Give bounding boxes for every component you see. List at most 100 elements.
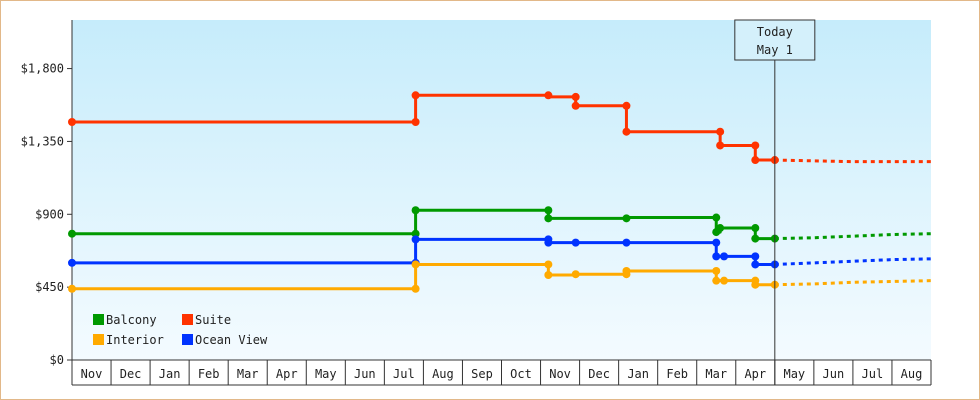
legend-label: Balcony bbox=[106, 313, 157, 327]
legend-label: Interior bbox=[106, 333, 164, 347]
data-point bbox=[68, 229, 76, 238]
data-point bbox=[571, 238, 580, 247]
data-point bbox=[622, 266, 631, 275]
series-forecast-line bbox=[774, 257, 932, 266]
y-tick-label: $1,800 bbox=[21, 62, 64, 76]
y-tick-label: $900 bbox=[35, 207, 64, 221]
data-point bbox=[411, 260, 420, 269]
month-label: May bbox=[783, 367, 805, 381]
legend-swatch bbox=[93, 334, 104, 345]
data-point bbox=[544, 238, 553, 247]
series-ocean bbox=[68, 235, 932, 269]
month-label: Jan bbox=[159, 367, 181, 381]
data-point bbox=[712, 213, 721, 222]
data-point bbox=[716, 141, 725, 150]
legend-item-suite: Suite bbox=[182, 313, 231, 327]
data-point bbox=[411, 284, 420, 293]
data-point bbox=[716, 224, 725, 233]
data-point bbox=[411, 118, 420, 126]
data-point bbox=[751, 156, 760, 165]
data-point bbox=[411, 235, 420, 244]
data-point bbox=[720, 252, 729, 261]
y-tick-label: $1,350 bbox=[21, 134, 64, 148]
month-label: Jul bbox=[393, 367, 415, 381]
data-point bbox=[68, 258, 76, 267]
legend-swatch bbox=[93, 314, 104, 325]
series-line bbox=[72, 93, 775, 162]
data-point bbox=[712, 276, 721, 285]
series-line bbox=[72, 208, 775, 241]
y-tick-label: $450 bbox=[35, 280, 64, 294]
data-point bbox=[544, 271, 553, 279]
month-label: Feb bbox=[198, 367, 220, 381]
data-point bbox=[751, 252, 760, 261]
data-point bbox=[622, 127, 631, 136]
series-interior bbox=[68, 260, 932, 293]
month-label: Sep bbox=[471, 367, 493, 381]
data-point bbox=[712, 266, 721, 275]
month-label: Apr bbox=[744, 367, 766, 381]
series-forecast-line bbox=[774, 158, 931, 164]
today-label: Today bbox=[757, 25, 793, 39]
data-point bbox=[712, 252, 721, 261]
axes: $0 $450 $900 $1,350 $1,800 Nov Dec Jan Feb Mar Apr… bbox=[21, 20, 932, 386]
legend-label: Ocean View bbox=[195, 333, 268, 347]
data-point bbox=[411, 229, 420, 238]
series-suite bbox=[68, 91, 931, 165]
data-point bbox=[571, 92, 580, 101]
month-label: Jun bbox=[823, 367, 845, 381]
data-point bbox=[544, 260, 553, 269]
data-point bbox=[751, 234, 760, 243]
data-point bbox=[751, 141, 760, 150]
data-point bbox=[544, 214, 553, 223]
data-point bbox=[716, 127, 725, 136]
legend-swatch bbox=[182, 334, 193, 345]
series-layer bbox=[68, 91, 932, 293]
data-point bbox=[751, 260, 760, 269]
series-balcony bbox=[68, 206, 932, 243]
today-date-label: May 1 bbox=[757, 43, 793, 57]
month-label: Feb bbox=[666, 367, 688, 381]
today-box bbox=[734, 19, 816, 61]
data-point bbox=[544, 206, 553, 215]
month-label: Dec bbox=[120, 367, 142, 381]
legend-item-interior: Interior bbox=[93, 333, 164, 347]
data-point bbox=[751, 224, 760, 233]
month-label: Apr bbox=[276, 367, 298, 381]
data-point bbox=[68, 284, 76, 293]
data-point bbox=[622, 101, 631, 110]
data-point bbox=[751, 280, 760, 289]
month-label: Oct bbox=[510, 367, 532, 381]
legend-label: Suite bbox=[195, 313, 231, 327]
month-label: Aug bbox=[432, 367, 454, 381]
month-label: Nov bbox=[81, 367, 103, 381]
data-point bbox=[411, 206, 420, 215]
legend-item-ocean: Ocean View bbox=[182, 333, 268, 347]
plot-area bbox=[72, 20, 931, 360]
month-label: May bbox=[315, 367, 337, 381]
data-point bbox=[544, 91, 553, 100]
data-point bbox=[622, 214, 631, 223]
month-label: Mar bbox=[705, 367, 727, 381]
data-point bbox=[720, 276, 729, 285]
legend: Balcony Suite Interior Ocean View bbox=[93, 313, 268, 347]
y-tick-label: $0 bbox=[50, 353, 64, 367]
data-point bbox=[712, 238, 721, 247]
data-point bbox=[68, 118, 76, 126]
series-forecast-line bbox=[774, 232, 932, 241]
data-point bbox=[571, 270, 580, 279]
month-label: Jul bbox=[862, 367, 884, 381]
data-point bbox=[411, 91, 420, 100]
legend-item-balcony: Balcony bbox=[93, 313, 157, 327]
month-label: Jan bbox=[627, 367, 649, 381]
month-label: Jun bbox=[354, 367, 376, 381]
data-point bbox=[622, 238, 631, 247]
month-label: Aug bbox=[901, 367, 923, 381]
today-marker: Today May 1 bbox=[734, 19, 816, 385]
month-label: Dec bbox=[588, 367, 610, 381]
legend-swatch bbox=[182, 314, 193, 325]
data-point bbox=[571, 101, 580, 110]
month-label: Mar bbox=[237, 367, 259, 381]
series-line bbox=[72, 262, 775, 291]
